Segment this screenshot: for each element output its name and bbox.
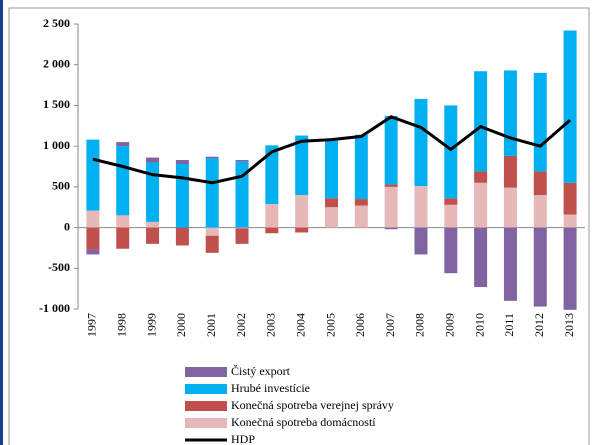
x-tick-label: 2007	[383, 313, 397, 337]
bar-segment	[414, 227, 428, 255]
bar-segment	[384, 227, 398, 230]
window-edge	[0, 0, 3, 445]
bar-segment	[325, 198, 338, 208]
bar-segment	[265, 145, 279, 204]
bar-segment	[116, 146, 130, 216]
bar-segment	[86, 139, 100, 211]
x-tick-label: 2001	[204, 313, 218, 337]
bar-segment	[265, 227, 279, 234]
bar-segment	[86, 249, 100, 255]
y-tick-label: 0	[64, 219, 70, 233]
legend-swatch	[185, 418, 227, 428]
bar-segment	[533, 72, 547, 172]
bar-segment	[205, 235, 219, 253]
legend-swatch	[185, 367, 227, 377]
bar-segment	[205, 227, 219, 236]
bar-segment	[354, 134, 368, 200]
bar-segment	[354, 205, 368, 228]
y-tick-label: 1 500	[43, 97, 70, 111]
bar-segment	[146, 157, 160, 163]
x-tick-label: 2005	[323, 313, 337, 337]
x-tick-label: 2011	[502, 313, 516, 337]
y-tick-label: -500	[48, 260, 70, 274]
bar-segment	[175, 227, 189, 246]
bar-segment	[503, 155, 517, 188]
bar-segment	[295, 135, 309, 195]
bar-segment	[474, 71, 488, 172]
bar-segment	[474, 182, 488, 228]
bar-segment	[444, 227, 458, 274]
bar-segment	[474, 227, 488, 288]
bar-segment	[384, 184, 398, 187]
bar-segment	[235, 227, 249, 229]
bar-segment	[295, 227, 309, 233]
bar-segment	[384, 116, 398, 185]
legend-label: Konečná spotreba domácností	[231, 415, 376, 429]
bar-segment	[414, 186, 428, 228]
bar-segment	[474, 171, 488, 183]
bar-segment	[146, 221, 160, 228]
bar-segment	[533, 227, 547, 307]
legend-label: Konečná spotreba verejnej správy	[231, 398, 394, 412]
bar-segment	[354, 199, 368, 206]
bar-segment	[503, 70, 517, 156]
chart-frame	[8, 7, 590, 445]
bar-segment	[444, 105, 458, 199]
x-tick-label: 2012	[532, 313, 546, 337]
bar-segment	[503, 227, 517, 301]
bar-segment	[533, 171, 547, 195]
bar-segment	[146, 162, 160, 222]
bar-segment	[414, 98, 428, 187]
legend-swatch	[185, 401, 227, 411]
bar-segment	[205, 158, 219, 228]
y-tick-label: 2 500	[43, 16, 70, 30]
x-tick-label: 2004	[293, 313, 307, 337]
bar-segment	[235, 228, 249, 244]
legend-label: Čistý export	[231, 364, 291, 378]
y-tick-label: 2 000	[43, 56, 70, 70]
bar-segment	[205, 156, 219, 159]
bar-segment	[295, 195, 309, 228]
bar-segment	[444, 198, 458, 205]
x-tick-label: 1997	[85, 313, 99, 337]
bar-segment	[533, 195, 547, 228]
x-tick-label: 2000	[174, 313, 188, 337]
bar-segment	[563, 214, 577, 228]
bar-segment	[116, 142, 130, 147]
bar-segment	[86, 227, 100, 250]
bar-segment	[444, 204, 458, 228]
x-tick-label: 2008	[413, 313, 427, 337]
x-tick-label: 2013	[562, 313, 576, 337]
y-tick-label: -1 000	[39, 301, 70, 315]
bar-segment	[325, 139, 338, 199]
x-tick-label: 2009	[443, 313, 457, 337]
bar-segment	[175, 164, 189, 228]
bar-segment	[116, 227, 130, 249]
bar-segment	[146, 227, 160, 244]
bar-segment	[116, 215, 130, 228]
legend-label: Hrubé investície	[231, 381, 310, 395]
x-tick-label: 1999	[144, 313, 158, 337]
bar-segment	[563, 227, 577, 310]
x-tick-label: 2003	[264, 313, 278, 337]
bar-segment	[175, 159, 189, 165]
legend-label: HDP	[231, 432, 255, 445]
bar-segment	[265, 203, 279, 228]
y-tick-label: 500	[52, 179, 70, 193]
bar-segment	[235, 159, 249, 162]
bar-segment	[384, 186, 398, 228]
y-tick-label: 1 000	[43, 138, 70, 152]
bar-segment	[86, 210, 100, 228]
x-tick-label: 2006	[353, 313, 367, 337]
bar-segment	[325, 207, 338, 228]
bar-segment	[503, 187, 517, 228]
line-series	[92, 115, 572, 185]
bar-segment	[563, 182, 577, 215]
bar-segment	[563, 30, 577, 183]
x-tick-label: 2002	[234, 313, 248, 337]
legend-swatch	[185, 384, 227, 394]
x-tick-label: 1998	[114, 313, 128, 337]
x-tick-label: 2010	[472, 313, 486, 337]
